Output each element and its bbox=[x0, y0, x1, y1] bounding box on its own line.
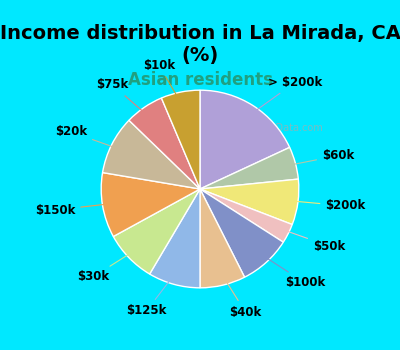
Text: Income distribution in La Mirada, CA
(%): Income distribution in La Mirada, CA (%) bbox=[0, 25, 400, 65]
Wedge shape bbox=[129, 98, 200, 189]
Wedge shape bbox=[200, 90, 290, 189]
Text: > $200k: > $200k bbox=[248, 76, 322, 117]
Text: $125k: $125k bbox=[126, 272, 176, 317]
Text: $150k: $150k bbox=[35, 203, 114, 217]
Text: $50k: $50k bbox=[278, 228, 345, 253]
Text: Asian residents: Asian residents bbox=[128, 71, 272, 89]
Text: $60k: $60k bbox=[284, 149, 354, 166]
Wedge shape bbox=[200, 189, 292, 242]
Wedge shape bbox=[101, 173, 200, 237]
Text: $10k: $10k bbox=[143, 58, 182, 104]
Text: $200k: $200k bbox=[286, 199, 366, 212]
Wedge shape bbox=[200, 189, 244, 288]
Text: $40k: $40k bbox=[221, 273, 262, 318]
Wedge shape bbox=[113, 189, 200, 274]
Wedge shape bbox=[200, 189, 283, 277]
Text: City-Data.com: City-Data.com bbox=[253, 123, 323, 133]
Wedge shape bbox=[200, 179, 299, 224]
Text: $100k: $100k bbox=[259, 253, 325, 289]
Wedge shape bbox=[102, 120, 200, 189]
Wedge shape bbox=[150, 189, 200, 288]
Text: $75k: $75k bbox=[96, 78, 150, 118]
Wedge shape bbox=[200, 147, 298, 189]
Wedge shape bbox=[162, 90, 200, 189]
Text: $30k: $30k bbox=[77, 249, 137, 284]
Text: $20k: $20k bbox=[55, 125, 122, 150]
